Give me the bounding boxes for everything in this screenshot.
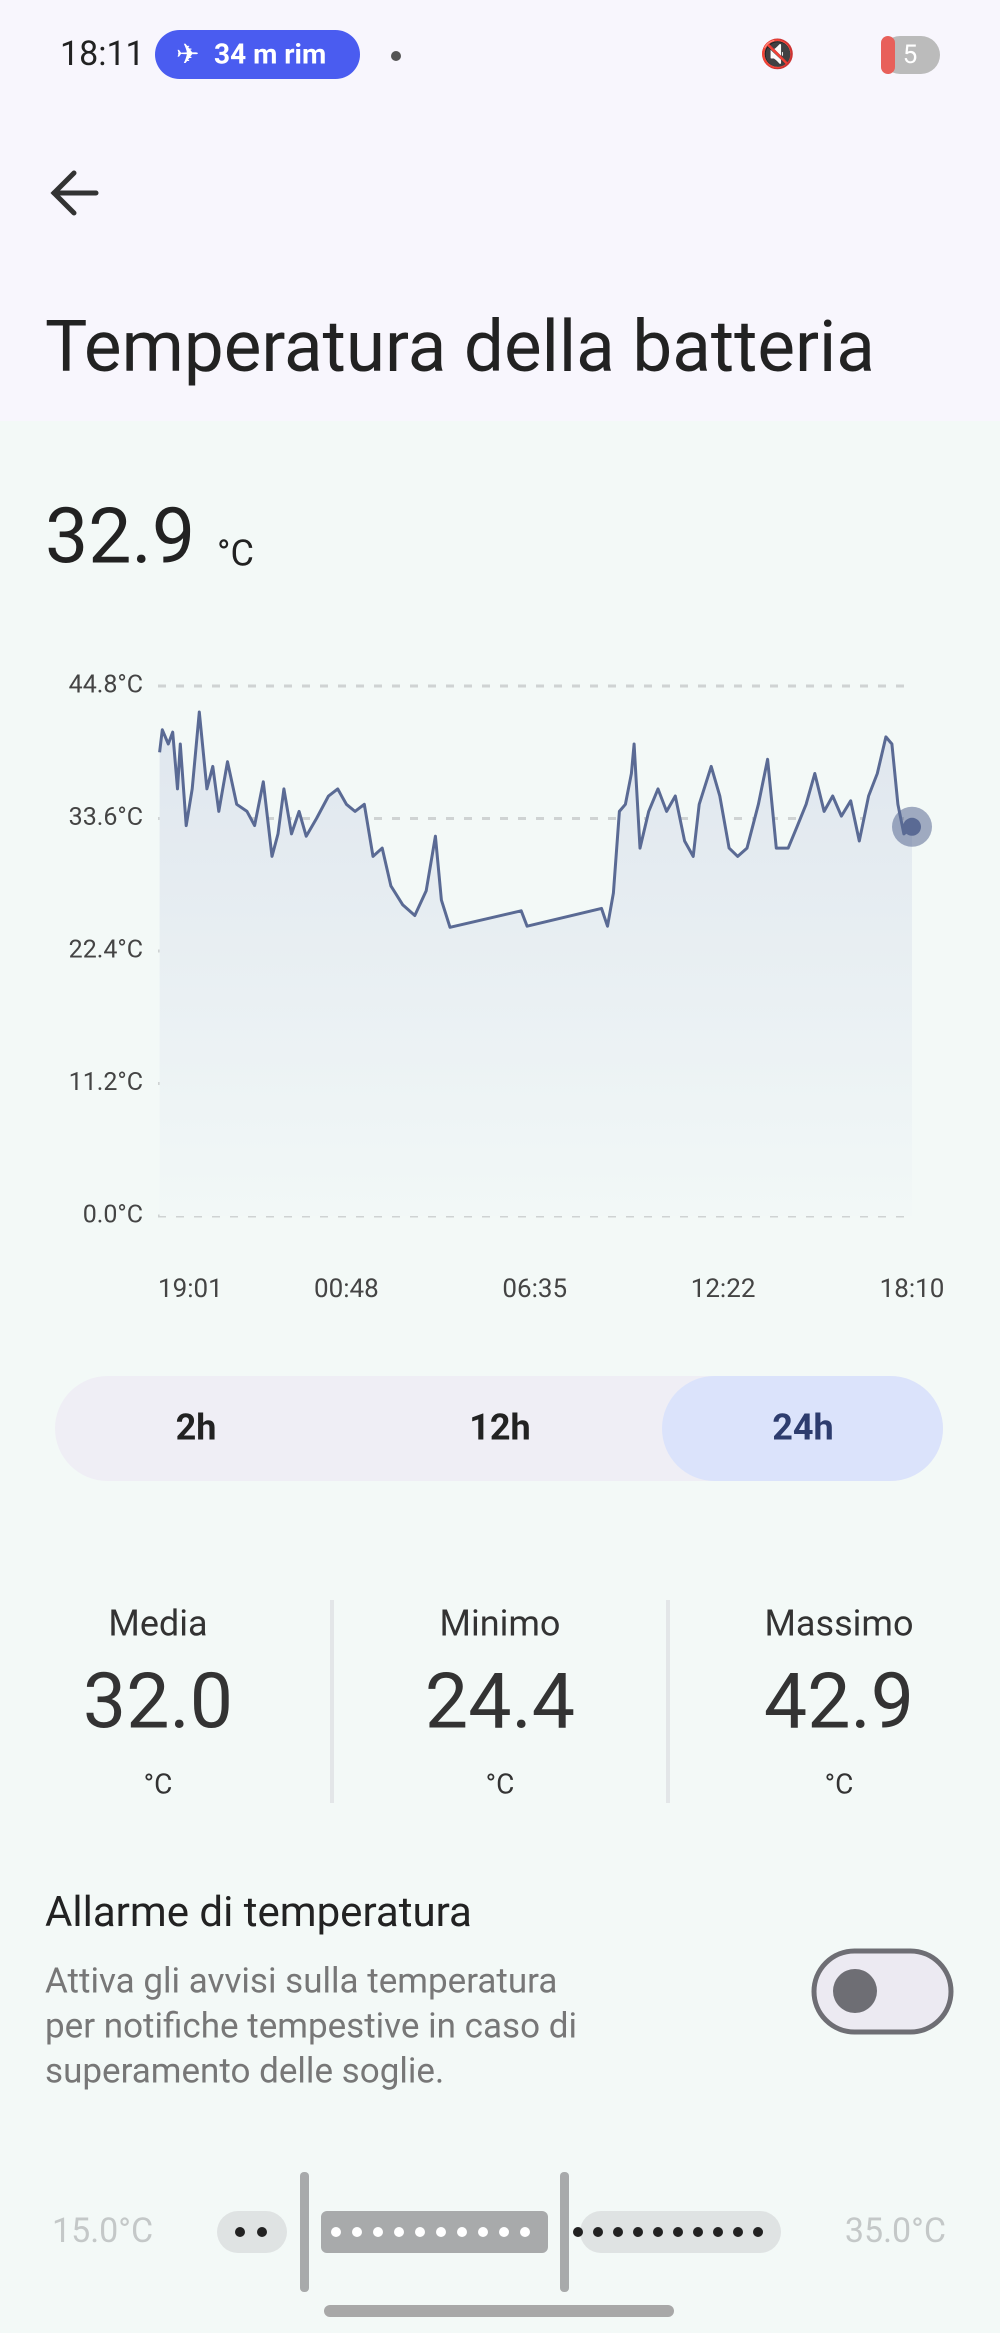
page-title: Temperatura della batteria (45, 306, 875, 389)
x-tick-label: 06:35 (502, 1274, 567, 1304)
status-pill[interactable] (155, 30, 360, 79)
stat-value: 24.4 (425, 1656, 575, 1746)
y-tick-label: 33.6°C (69, 803, 143, 832)
dot (673, 2227, 683, 2237)
current-unit: °C (217, 533, 254, 575)
dot (499, 2227, 509, 2237)
dot (653, 2227, 663, 2237)
line (158, 710, 913, 929)
dot (593, 2227, 603, 2237)
stat-unit: °C (825, 1767, 854, 1800)
dot (331, 2227, 341, 2237)
plane-icon: ✈ (176, 37, 199, 70)
stat-label: Media (108, 1603, 207, 1645)
x-tick-label: 19:01 (158, 1274, 223, 1304)
status-dot (391, 51, 401, 61)
toggle-knob (833, 1969, 877, 2013)
stats: Media 32.0 °C Minimo 24.4 °C Massimo 42.9 °C (83, 1603, 914, 1801)
alarm-desc: Attiva gli avvisi sulla temperatura (45, 1960, 557, 2001)
dot (235, 2227, 245, 2237)
battery-text: 5 (903, 40, 918, 70)
slider-min: 15.0°C (52, 2211, 153, 2251)
dot (713, 2227, 723, 2237)
alarm-desc: superamento delle soglie. (45, 2050, 444, 2091)
x-tick-label: 12:22 (691, 1274, 756, 1304)
y-tick-label: 22.4°C (69, 936, 143, 965)
dot (394, 2227, 404, 2237)
slider-max: 35.0°C (845, 2211, 946, 2251)
dot (733, 2227, 743, 2237)
dot (633, 2227, 643, 2237)
home-indicator (324, 2305, 674, 2317)
dot (573, 2227, 583, 2237)
battery-level (881, 36, 895, 74)
dot (520, 2227, 530, 2237)
range-button[interactable]: 12h (469, 1407, 530, 1449)
slider-track (217, 2211, 287, 2253)
dot (352, 2227, 362, 2237)
dot (457, 2227, 467, 2237)
y-tick-label: 0.0°C (83, 1201, 143, 1230)
line-area (159, 712, 913, 1216)
slider-thumb[interactable] (560, 2172, 569, 2292)
dot (415, 2227, 425, 2237)
x-tick-label: 00:48 (314, 1274, 379, 1304)
dot (693, 2227, 703, 2237)
y-tick-label: 44.8°C (69, 671, 143, 700)
alarm-desc: per notifiche tempestive in caso di (45, 2005, 577, 2046)
status-pill-text: 34 m rim (214, 37, 326, 70)
stat-value: 42.9 (764, 1656, 914, 1746)
dot (478, 2227, 488, 2237)
slider-range (321, 2211, 548, 2253)
current-value: 32.9 (45, 491, 195, 581)
stat-unit: °C (144, 1767, 173, 1800)
stat-value: 32.0 (83, 1656, 233, 1746)
alarm-title: Allarme di temperatura (45, 1888, 472, 1937)
status-icons: 🔇 (760, 37, 795, 70)
x-tick-label: 18:10 (880, 1274, 945, 1304)
dot (257, 2227, 267, 2237)
y-tick-label: 11.2°C (69, 1068, 143, 1097)
dot (613, 2227, 623, 2237)
battery-badge (881, 36, 940, 74)
current-point-core (903, 817, 921, 836)
range-button[interactable]: 24h (772, 1407, 833, 1449)
chart: 0.0°C 11.2°C 22.4°C 33.6°C 44.8°C 19:01 00:48 0… (69, 671, 945, 1304)
stat-label: Minimo (440, 1603, 561, 1645)
stat-label: Massimo (764, 1603, 913, 1645)
slider-dots (235, 2227, 763, 2237)
range-selected (662, 1376, 943, 1481)
range-button[interactable]: 2h (176, 1407, 217, 1449)
dot (753, 2227, 763, 2237)
slider-thumb[interactable] (300, 2172, 309, 2292)
back-button[interactable] (50, 170, 99, 216)
stat-unit: °C (486, 1767, 515, 1800)
dot (373, 2227, 383, 2237)
status-time: 18:11 (60, 34, 145, 74)
dot (436, 2227, 446, 2237)
